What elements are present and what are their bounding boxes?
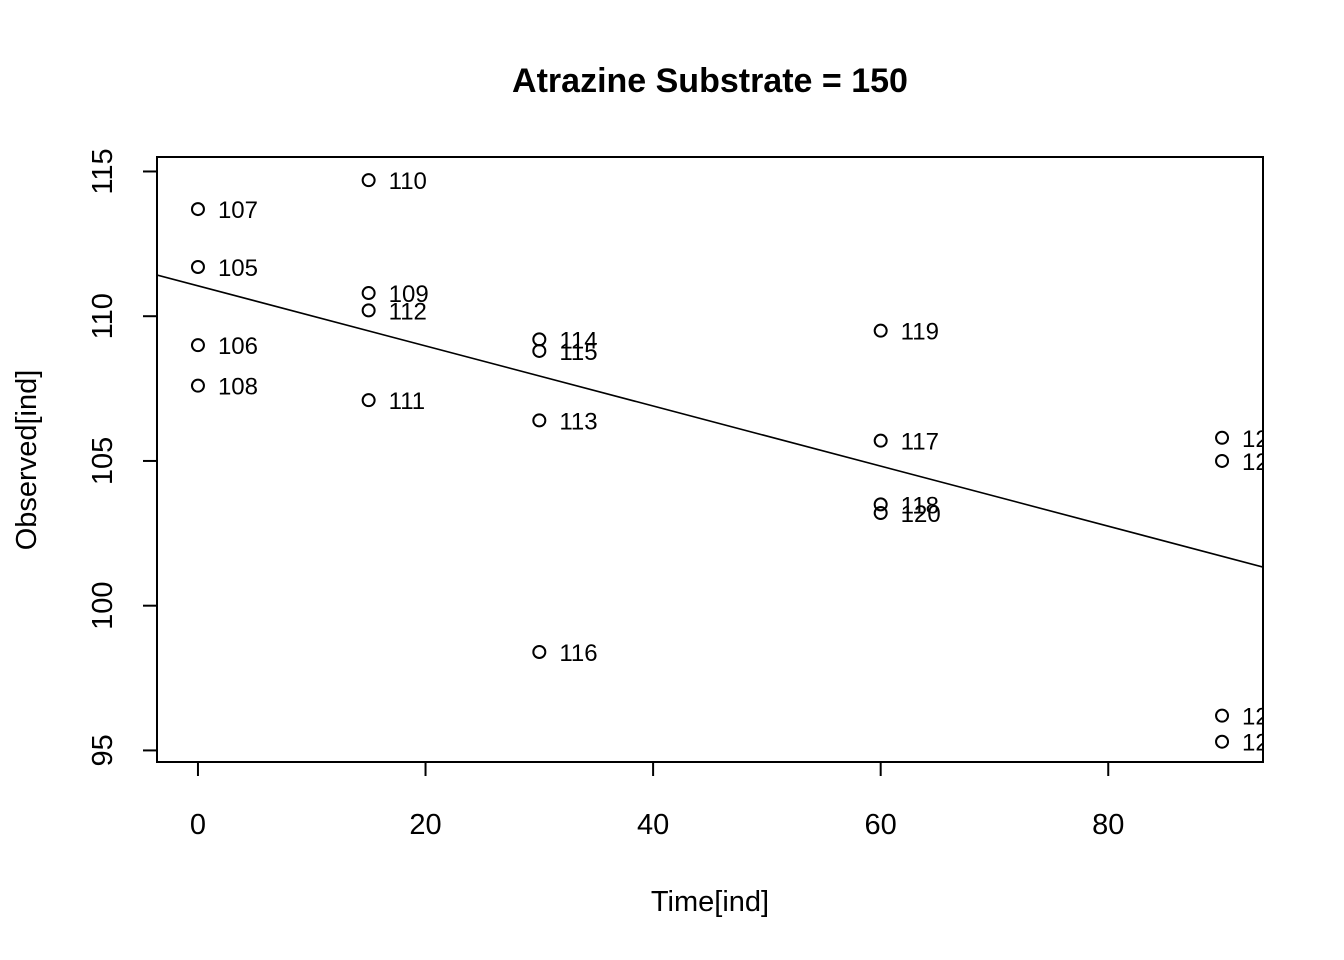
data-point-label: 118: [901, 492, 939, 519]
data-point-label: 110: [389, 168, 427, 195]
data-point: [361, 286, 376, 301]
y-tick-label: 95: [87, 734, 119, 766]
data-point: [1215, 453, 1230, 468]
y-axis: 95 100 105 110 115: [87, 148, 158, 767]
data-point: [1215, 734, 1230, 749]
data-point-label: 116: [559, 640, 597, 667]
data-point: [532, 332, 547, 347]
data-point-label: 120: [901, 501, 941, 528]
x-axis-label: Time[ind]: [651, 886, 769, 918]
data-point: [873, 433, 888, 448]
data-point: [532, 343, 547, 358]
data-point: [873, 506, 888, 521]
y-axis-label: Observed[ind]: [11, 370, 43, 551]
x-tick-label: 0: [190, 809, 206, 841]
data-point: [361, 173, 376, 188]
data-point: [190, 202, 205, 217]
x-tick-label: 40: [637, 809, 669, 841]
data-point: [1215, 708, 1230, 723]
data-point-label: 119: [901, 319, 939, 346]
data-point-label: 12: [1242, 704, 1269, 731]
data-point-label: 117: [901, 429, 939, 456]
data-point-label: 109: [389, 281, 429, 308]
data-point: [190, 260, 205, 274]
data-point-label: 12: [1242, 426, 1269, 453]
data-point-label: 106: [218, 333, 258, 360]
data-point-label: 108: [218, 374, 258, 401]
y-tick-label: 105: [87, 437, 119, 485]
data-point-label: 107: [218, 197, 258, 224]
data-point-label: 112: [389, 298, 427, 325]
data-point: [190, 338, 205, 353]
regression-line: [157, 274, 1263, 568]
x-tick-label: 80: [1092, 809, 1124, 841]
x-tick-label: 60: [865, 809, 897, 841]
fit-line-group: [157, 274, 1263, 568]
data-point: [361, 303, 376, 318]
data-point-label: 105: [218, 255, 258, 282]
y-tick-label: 110: [87, 293, 119, 339]
chart-title: Atrazine Substrate = 150: [512, 62, 908, 100]
data-point: [1215, 430, 1230, 445]
data-point: [190, 378, 205, 393]
data-point: [873, 497, 888, 512]
data-point-label: 114: [559, 327, 597, 354]
data-point: [532, 413, 547, 428]
data-point-label: 12: [1242, 449, 1269, 476]
data-point: [532, 645, 547, 659]
points-group: [190, 173, 1230, 749]
data-point: [873, 323, 888, 338]
data-point-label: 12: [1242, 730, 1269, 757]
data-point-label: 115: [559, 339, 597, 366]
x-axis: 0 20 40 60 80: [190, 761, 1124, 841]
data-point: [361, 393, 376, 408]
plot-frame: [156, 156, 1264, 763]
y-tick-label: 100: [87, 581, 119, 629]
data-point-label: 113: [559, 408, 597, 435]
data-point-label: 111: [389, 388, 425, 415]
x-tick-label: 20: [409, 809, 441, 841]
y-tick-label: 115: [87, 148, 119, 194]
